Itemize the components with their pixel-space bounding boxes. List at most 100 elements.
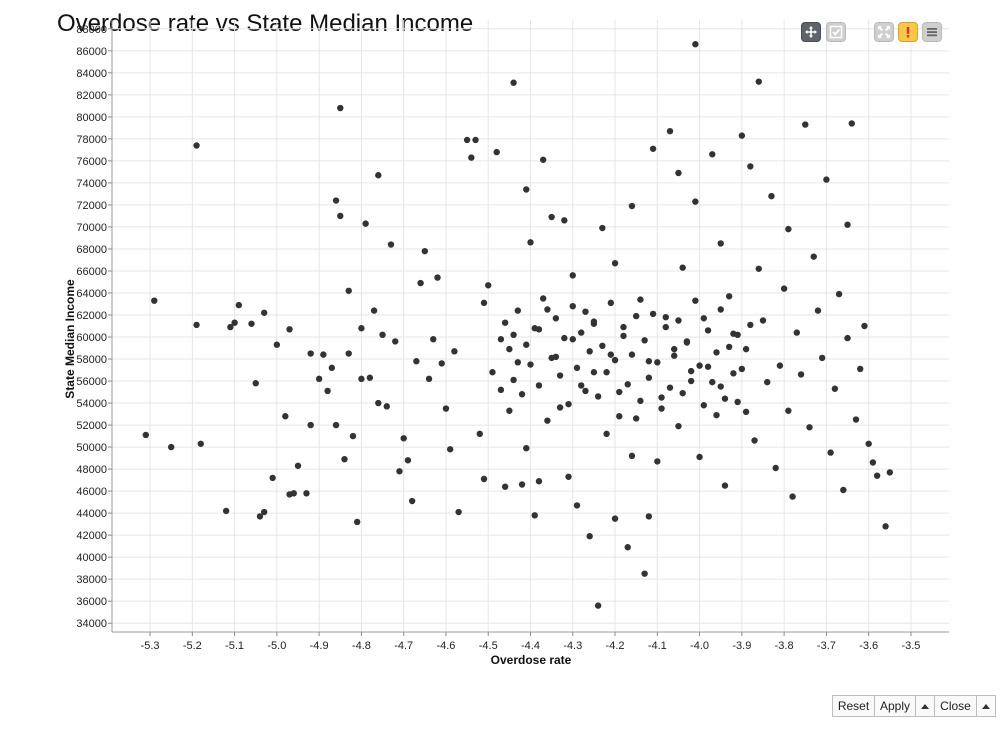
data-point[interactable] — [666, 127, 674, 135]
warning-tool-button[interactable] — [898, 22, 918, 42]
data-point[interactable] — [501, 483, 509, 490]
data-point[interactable] — [675, 422, 682, 430]
data-point[interactable] — [197, 440, 204, 447]
data-point[interactable] — [873, 472, 881, 479]
data-point[interactable] — [616, 388, 623, 396]
data-point[interactable] — [666, 384, 674, 391]
data-point[interactable] — [599, 342, 606, 350]
data-point[interactable] — [607, 351, 615, 358]
close-button[interactable]: Close — [934, 695, 977, 717]
data-point[interactable] — [755, 265, 762, 272]
data-point[interactable] — [548, 354, 555, 362]
data-point[interactable] — [527, 361, 534, 368]
data-point[interactable] — [345, 287, 352, 294]
data-point[interactable] — [747, 321, 754, 329]
data-point[interactable] — [865, 440, 872, 447]
data-point[interactable] — [725, 293, 733, 300]
data-point[interactable] — [375, 399, 382, 407]
data-point[interactable] — [590, 369, 598, 376]
data-point[interactable] — [480, 475, 488, 483]
data-point[interactable] — [349, 432, 357, 440]
data-point[interactable] — [700, 315, 708, 322]
data-point[interactable] — [552, 315, 560, 322]
data-point[interactable] — [700, 402, 708, 409]
data-point[interactable] — [569, 302, 576, 310]
data-point[interactable] — [785, 407, 792, 414]
data-point[interactable] — [637, 296, 644, 303]
data-point[interactable] — [413, 358, 420, 365]
data-point[interactable] — [692, 297, 699, 304]
data-point[interactable] — [671, 352, 678, 359]
data-point[interactable] — [658, 405, 665, 412]
data-point[interactable] — [358, 325, 365, 332]
data-point[interactable] — [476, 430, 483, 438]
data-point[interactable] — [620, 323, 627, 331]
data-point[interactable] — [362, 220, 369, 227]
data-point[interactable] — [840, 486, 847, 494]
pan-tool-button[interactable] — [801, 22, 821, 42]
data-point[interactable] — [539, 156, 547, 163]
data-point[interactable] — [430, 336, 437, 343]
data-point[interactable] — [353, 518, 361, 526]
data-point[interactable] — [624, 381, 631, 388]
data-point[interactable] — [248, 320, 255, 327]
data-point[interactable] — [273, 341, 281, 348]
apply-menu-button[interactable] — [915, 695, 935, 717]
data-point[interactable] — [514, 359, 522, 366]
data-point[interactable] — [717, 306, 724, 313]
data-point[interactable] — [692, 198, 699, 205]
data-point[interactable] — [730, 370, 737, 377]
data-point[interactable] — [742, 345, 750, 353]
data-point[interactable] — [510, 331, 517, 339]
data-point[interactable] — [687, 377, 695, 385]
data-point[interactable] — [142, 431, 150, 439]
data-point[interactable] — [573, 502, 581, 509]
data-point[interactable] — [345, 350, 352, 357]
data-point[interactable] — [590, 320, 598, 327]
data-point[interactable] — [497, 336, 505, 343]
data-point[interactable] — [489, 369, 496, 376]
data-point[interactable] — [421, 247, 429, 255]
data-point[interactable] — [861, 322, 868, 330]
data-point[interactable] — [341, 455, 348, 463]
data-point[interactable] — [328, 364, 336, 372]
data-point[interactable] — [835, 290, 843, 298]
data-point[interactable] — [886, 469, 894, 476]
data-point[interactable] — [582, 308, 589, 315]
data-point[interactable] — [307, 421, 314, 429]
data-point[interactable] — [561, 334, 568, 342]
data-point[interactable] — [641, 570, 648, 577]
data-point[interactable] — [501, 319, 509, 326]
data-point[interactable] — [764, 378, 771, 386]
data-point[interactable] — [332, 421, 340, 429]
data-point[interactable] — [785, 225, 792, 233]
data-point[interactable] — [252, 380, 259, 387]
data-point[interactable] — [628, 202, 636, 210]
data-point[interactable] — [463, 136, 471, 144]
data-point[interactable] — [747, 163, 754, 170]
data-point[interactable] — [294, 462, 302, 469]
data-point[interactable] — [523, 186, 530, 193]
data-point[interactable] — [797, 371, 805, 378]
data-point[interactable] — [704, 327, 712, 334]
data-point[interactable] — [671, 345, 678, 353]
data-point[interactable] — [662, 323, 669, 331]
data-point[interactable] — [857, 365, 864, 373]
data-point[interactable] — [332, 197, 340, 204]
data-point[interactable] — [692, 41, 699, 48]
data-point[interactable] — [852, 416, 860, 423]
data-point[interactable] — [641, 337, 648, 344]
data-point[interactable] — [675, 317, 682, 324]
data-point[interactable] — [510, 79, 517, 86]
data-point[interactable] — [527, 239, 534, 246]
data-point[interactable] — [713, 411, 720, 419]
data-point[interactable] — [679, 389, 686, 397]
data-point[interactable] — [751, 437, 758, 444]
data-point[interactable] — [227, 323, 234, 331]
data-point[interactable] — [472, 136, 479, 144]
data-point[interactable] — [518, 391, 526, 398]
data-point[interactable] — [607, 299, 615, 307]
data-point[interactable] — [611, 515, 619, 522]
data-point[interactable] — [260, 309, 268, 316]
data-point[interactable] — [844, 221, 851, 228]
